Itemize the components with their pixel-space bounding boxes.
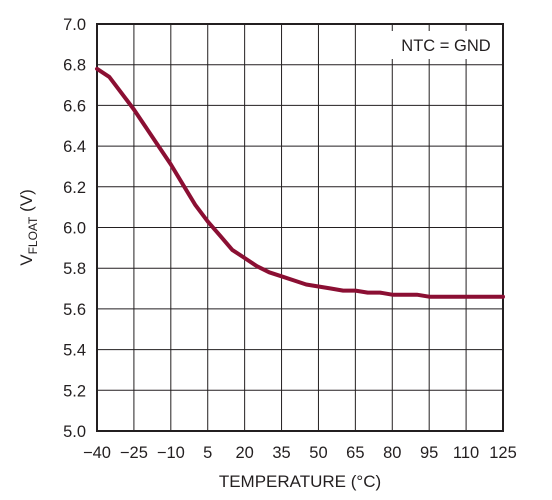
y-tick-labels: 5.0 5.2 5.4 5.6 5.8 6.0 6.2 6.4 6.6 6.8 7.0 bbox=[63, 16, 86, 441]
y-tick-label: 5.0 bbox=[63, 423, 86, 441]
x-tick-label: 50 bbox=[309, 444, 327, 462]
y-tick-label: 6.6 bbox=[63, 97, 86, 115]
x-axis-title: TEMPERATURE (°C) bbox=[219, 472, 381, 491]
x-tick-label: 35 bbox=[272, 444, 290, 462]
x-tick-label: 125 bbox=[489, 444, 517, 462]
y-axis-title-subscript: FLOAT bbox=[26, 216, 40, 254]
y-tick-label: 6.4 bbox=[63, 138, 86, 156]
y-tick-label: 7.0 bbox=[63, 16, 86, 34]
y-tick-label: 5.8 bbox=[63, 260, 86, 278]
vfloat-curve bbox=[95, 66, 505, 299]
y-tick-label: 6.2 bbox=[63, 179, 86, 197]
y-axis-title: VFLOAT (V) bbox=[17, 189, 40, 266]
x-tick-label: 110 bbox=[453, 444, 479, 462]
x-tick-label: −25 bbox=[120, 444, 148, 462]
x-tick-label: 20 bbox=[235, 444, 253, 462]
annotation-text: NTC = GND bbox=[401, 37, 490, 55]
y-tick-label: 5.4 bbox=[63, 342, 86, 360]
y-axis-title-unit: (V) bbox=[17, 189, 36, 216]
x-tick-label: −10 bbox=[157, 444, 185, 462]
plot-frame bbox=[96, 23, 504, 432]
y-tick-label: 5.6 bbox=[63, 301, 86, 319]
x-tick-label: 5 bbox=[203, 444, 212, 462]
x-tick-label: −40 bbox=[83, 444, 111, 462]
x-tick-label: 65 bbox=[346, 444, 364, 462]
annotation-background bbox=[385, 31, 501, 59]
y-axis-title-main: V bbox=[17, 254, 36, 266]
x-tick-labels: −40 −25 −10 5 20 35 50 65 80 95 110 125 bbox=[83, 444, 517, 462]
x-tick-label: 95 bbox=[420, 444, 438, 462]
x-tick-label: 80 bbox=[383, 444, 401, 462]
annotation: NTC = GND bbox=[385, 31, 501, 59]
y-tick-label: 6.8 bbox=[63, 57, 86, 75]
y-tick-label: 5.2 bbox=[63, 382, 86, 400]
y-tick-label: 6.0 bbox=[63, 220, 86, 238]
grid bbox=[96, 23, 504, 432]
